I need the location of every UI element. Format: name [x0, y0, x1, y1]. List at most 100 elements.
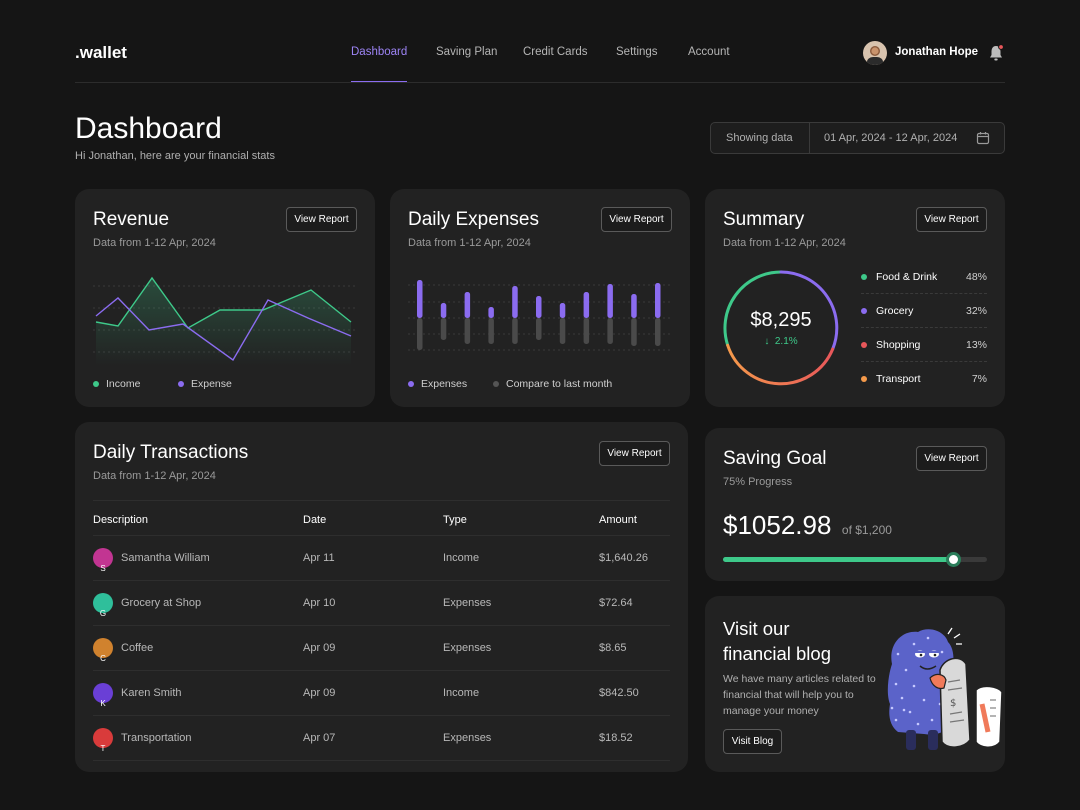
- compare-bar: [607, 318, 613, 344]
- transaction-avatar: K: [93, 683, 113, 708]
- transactions-title: Daily Transactions: [93, 442, 249, 463]
- transaction-date: Apr 09: [303, 642, 336, 654]
- summary-item-label: Transport: [876, 373, 921, 385]
- transaction-amount: $1,640.26: [599, 552, 648, 564]
- bell-icon[interactable]: [988, 44, 1004, 62]
- compare-bar: [512, 318, 518, 344]
- summary-item-pct: 48%: [965, 270, 987, 283]
- summary-item: Shopping 13%: [861, 328, 987, 362]
- summary-item: Food & Drink 48%: [861, 260, 987, 294]
- expense-bar: [464, 292, 471, 318]
- daily-expenses-chart: [408, 280, 672, 351]
- summary-item-pct: 7%: [971, 373, 987, 385]
- saving-amount-target: of $1,200: [841, 523, 892, 537]
- summary-title: Summary: [723, 209, 805, 230]
- calendar-icon[interactable]: [976, 131, 990, 150]
- col-date[interactable]: Date: [303, 514, 327, 526]
- compare-bar: [488, 318, 494, 344]
- transaction-avatar: T: [93, 728, 113, 753]
- transaction-date: Apr 10: [303, 597, 336, 609]
- compare-bar: [464, 318, 471, 344]
- transaction-avatar: S: [93, 548, 113, 573]
- transaction-description: Samantha William: [121, 552, 210, 564]
- transaction-date: Apr 11: [303, 552, 335, 564]
- daily-expenses-title: Daily Expenses: [408, 209, 539, 230]
- date-filter[interactable]: Showing data 01 Apr, 2024 - 12 Apr, 2024: [710, 122, 1005, 154]
- transaction-amount: $18.52: [599, 732, 633, 744]
- ring-segment-grocery: [779, 270, 839, 351]
- saving-amount: $1052.98 of $1,200: [723, 510, 892, 541]
- arrow-down-icon: ↓: [764, 336, 770, 347]
- summary-item-label: Shopping: [876, 338, 921, 351]
- col-description[interactable]: Description: [93, 514, 149, 526]
- transaction-date: Apr 07: [303, 732, 336, 744]
- col-type[interactable]: Type: [443, 514, 467, 526]
- compare-bar: [583, 318, 590, 344]
- expenses-legend-expenses: Expenses: [408, 378, 467, 390]
- nav-settings[interactable]: Settings: [616, 46, 658, 58]
- table-row[interactable]: S Samantha William Apr 11 Income $1,640.26: [93, 536, 670, 581]
- expense-bar: [488, 307, 494, 318]
- summary-item: Grocery 32%: [861, 294, 987, 328]
- saving-progress-track: [723, 552, 987, 567]
- visit-blog-button[interactable]: Visit Blog: [723, 729, 782, 754]
- monster-illustration: $: [887, 627, 1003, 750]
- transaction-amount: $842.50: [599, 687, 639, 699]
- compare-bar: [417, 318, 423, 350]
- summary-item-pct: 32%: [965, 304, 987, 317]
- transactions-divider: [93, 500, 670, 501]
- compare-bar: [559, 318, 566, 344]
- summary-item-pct: 13%: [965, 338, 987, 351]
- saving-amount-value: $1052.98: [723, 510, 832, 540]
- transaction-description: Grocery at Shop: [121, 597, 202, 609]
- saving-goal-subtitle: 75% Progress: [723, 476, 793, 488]
- transactions-subtitle: Data from 1-12 Apr, 2024: [93, 470, 216, 482]
- summary-item-dot: [861, 307, 867, 314]
- nav-credit-cards[interactable]: Credit Cards: [523, 46, 588, 58]
- avatar[interactable]: [863, 41, 887, 65]
- table-row[interactable]: C Coffee Apr 09 Expenses $8.65: [93, 626, 670, 671]
- table-row[interactable]: G Grocery at Shop Apr 10 Expenses $72.64: [93, 581, 670, 626]
- transactions-view-report-button[interactable]: View Report: [599, 441, 670, 466]
- table-row[interactable]: T Transportation Apr 07 Expenses $18.52: [93, 716, 670, 761]
- summary-view-report-button[interactable]: View Report: [916, 207, 987, 232]
- brand-logo[interactable]: .wallet: [75, 43, 127, 62]
- transaction-description: Transportation: [121, 732, 192, 744]
- date-filter-divider: [809, 123, 810, 153]
- saving-goal-title: Saving Goal: [723, 448, 827, 469]
- nav-account[interactable]: Account: [688, 46, 730, 58]
- transaction-description: Karen Smith: [121, 687, 182, 699]
- table-row[interactable]: K Karen Smith Apr 09 Income $842.50: [93, 671, 670, 716]
- compare-bar: [536, 318, 542, 340]
- revenue-chart: [93, 276, 357, 366]
- transaction-amount: $8.65: [599, 642, 627, 654]
- saving-goal-view-report-button[interactable]: View Report: [916, 446, 987, 471]
- summary-total: $8,295: [750, 309, 812, 331]
- nav-saving-plan[interactable]: Saving Plan: [436, 46, 498, 58]
- table-header: Description Date Type Amount: [93, 501, 670, 536]
- col-amount[interactable]: Amount: [599, 514, 637, 526]
- summary-subtitle: Data from 1-12 Apr, 2024: [723, 237, 846, 249]
- summary-item-dot: [861, 376, 867, 382]
- revenue-subtitle: Data from 1-12 Apr, 2024: [93, 237, 216, 249]
- user-name[interactable]: Jonathan Hope: [895, 46, 979, 58]
- ring-segment-shopping-transport: [726, 343, 835, 386]
- compare-bar: [631, 318, 637, 346]
- nav-dashboard[interactable]: Dashboard: [351, 46, 408, 58]
- daily-expenses-view-report-button[interactable]: View Report: [601, 207, 672, 232]
- transaction-type: Income: [443, 552, 480, 564]
- date-range-value: 01 Apr, 2024 - 12 Apr, 2024: [824, 132, 958, 144]
- transaction-avatar: G: [93, 593, 113, 618]
- transaction-date: Apr 09: [303, 687, 336, 699]
- income-line: [95, 276, 352, 329]
- transaction-amount: $72.64: [599, 597, 633, 609]
- revenue-view-report-button[interactable]: View Report: [286, 207, 357, 232]
- header-divider: [75, 82, 1005, 83]
- ring-segment-food: [723, 270, 783, 347]
- transaction-description: Coffee: [121, 642, 154, 654]
- summary-donut: [723, 270, 839, 386]
- expense-line: [95, 297, 352, 362]
- saving-progress-handle[interactable]: [945, 552, 961, 567]
- expense-bar: [559, 303, 566, 318]
- transactions-card: [75, 422, 688, 772]
